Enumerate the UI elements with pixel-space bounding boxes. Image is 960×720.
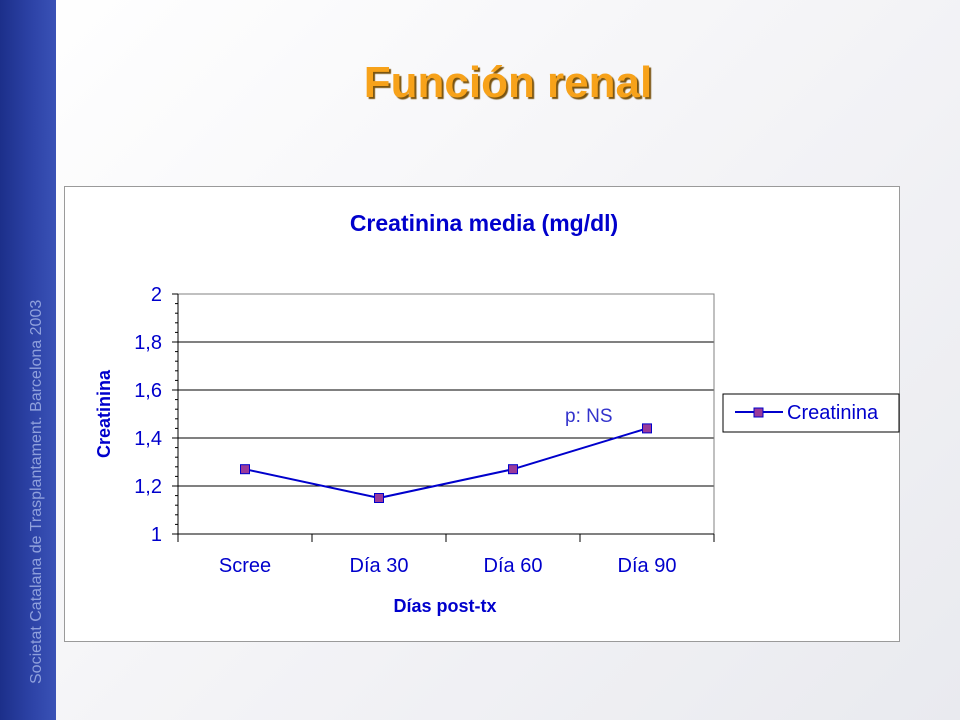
- y-tick-label: 1,2: [134, 476, 162, 498]
- y-axis-title: Creatinina: [94, 369, 114, 458]
- y-tick-label: 2: [151, 284, 162, 306]
- legend-label: Creatinina: [787, 402, 879, 424]
- x-tick-label: Día 30: [350, 555, 409, 577]
- x-tick-label: Día 60: [484, 555, 543, 577]
- y-tick-label: 1,8: [134, 332, 162, 354]
- annotation-p-value: p: NS: [565, 406, 613, 427]
- x-tick-label: Scree: [219, 555, 271, 577]
- x-axis-title: Días post-tx: [393, 596, 496, 616]
- series-line-creatinina: [244, 427, 648, 500]
- data-point-marker: [374, 493, 384, 503]
- y-tick-label: 1,6: [134, 380, 162, 402]
- y-tick-label: 1: [151, 524, 162, 546]
- legend-marker: [753, 407, 764, 418]
- data-point-marker: [240, 464, 250, 475]
- x-tick-label: Día 90: [618, 555, 677, 577]
- data-point-marker: [642, 423, 652, 434]
- chart-frame: Creatinina media (mg/dl) 1 1,2 1,4 1,6 1,8 2 S…: [64, 186, 900, 642]
- chart: Creatinina media (mg/dl) 1 1,2 1,4 1,6 1,8 2 S…: [94, 210, 900, 616]
- y-tick-label: 1,4: [134, 428, 162, 450]
- sidebar-band: Societat Catalana de Trasplantament. Bar…: [0, 0, 56, 720]
- slide-title: Función renal: [363, 58, 653, 107]
- chart-title: Creatinina media (mg/dl): [350, 210, 618, 236]
- legend: Creatinina: [722, 393, 900, 433]
- data-point-marker: [508, 464, 518, 475]
- sidebar-credit: Societat Catalana de Trasplantament. Bar…: [28, 299, 45, 684]
- plot-area: [177, 293, 715, 535]
